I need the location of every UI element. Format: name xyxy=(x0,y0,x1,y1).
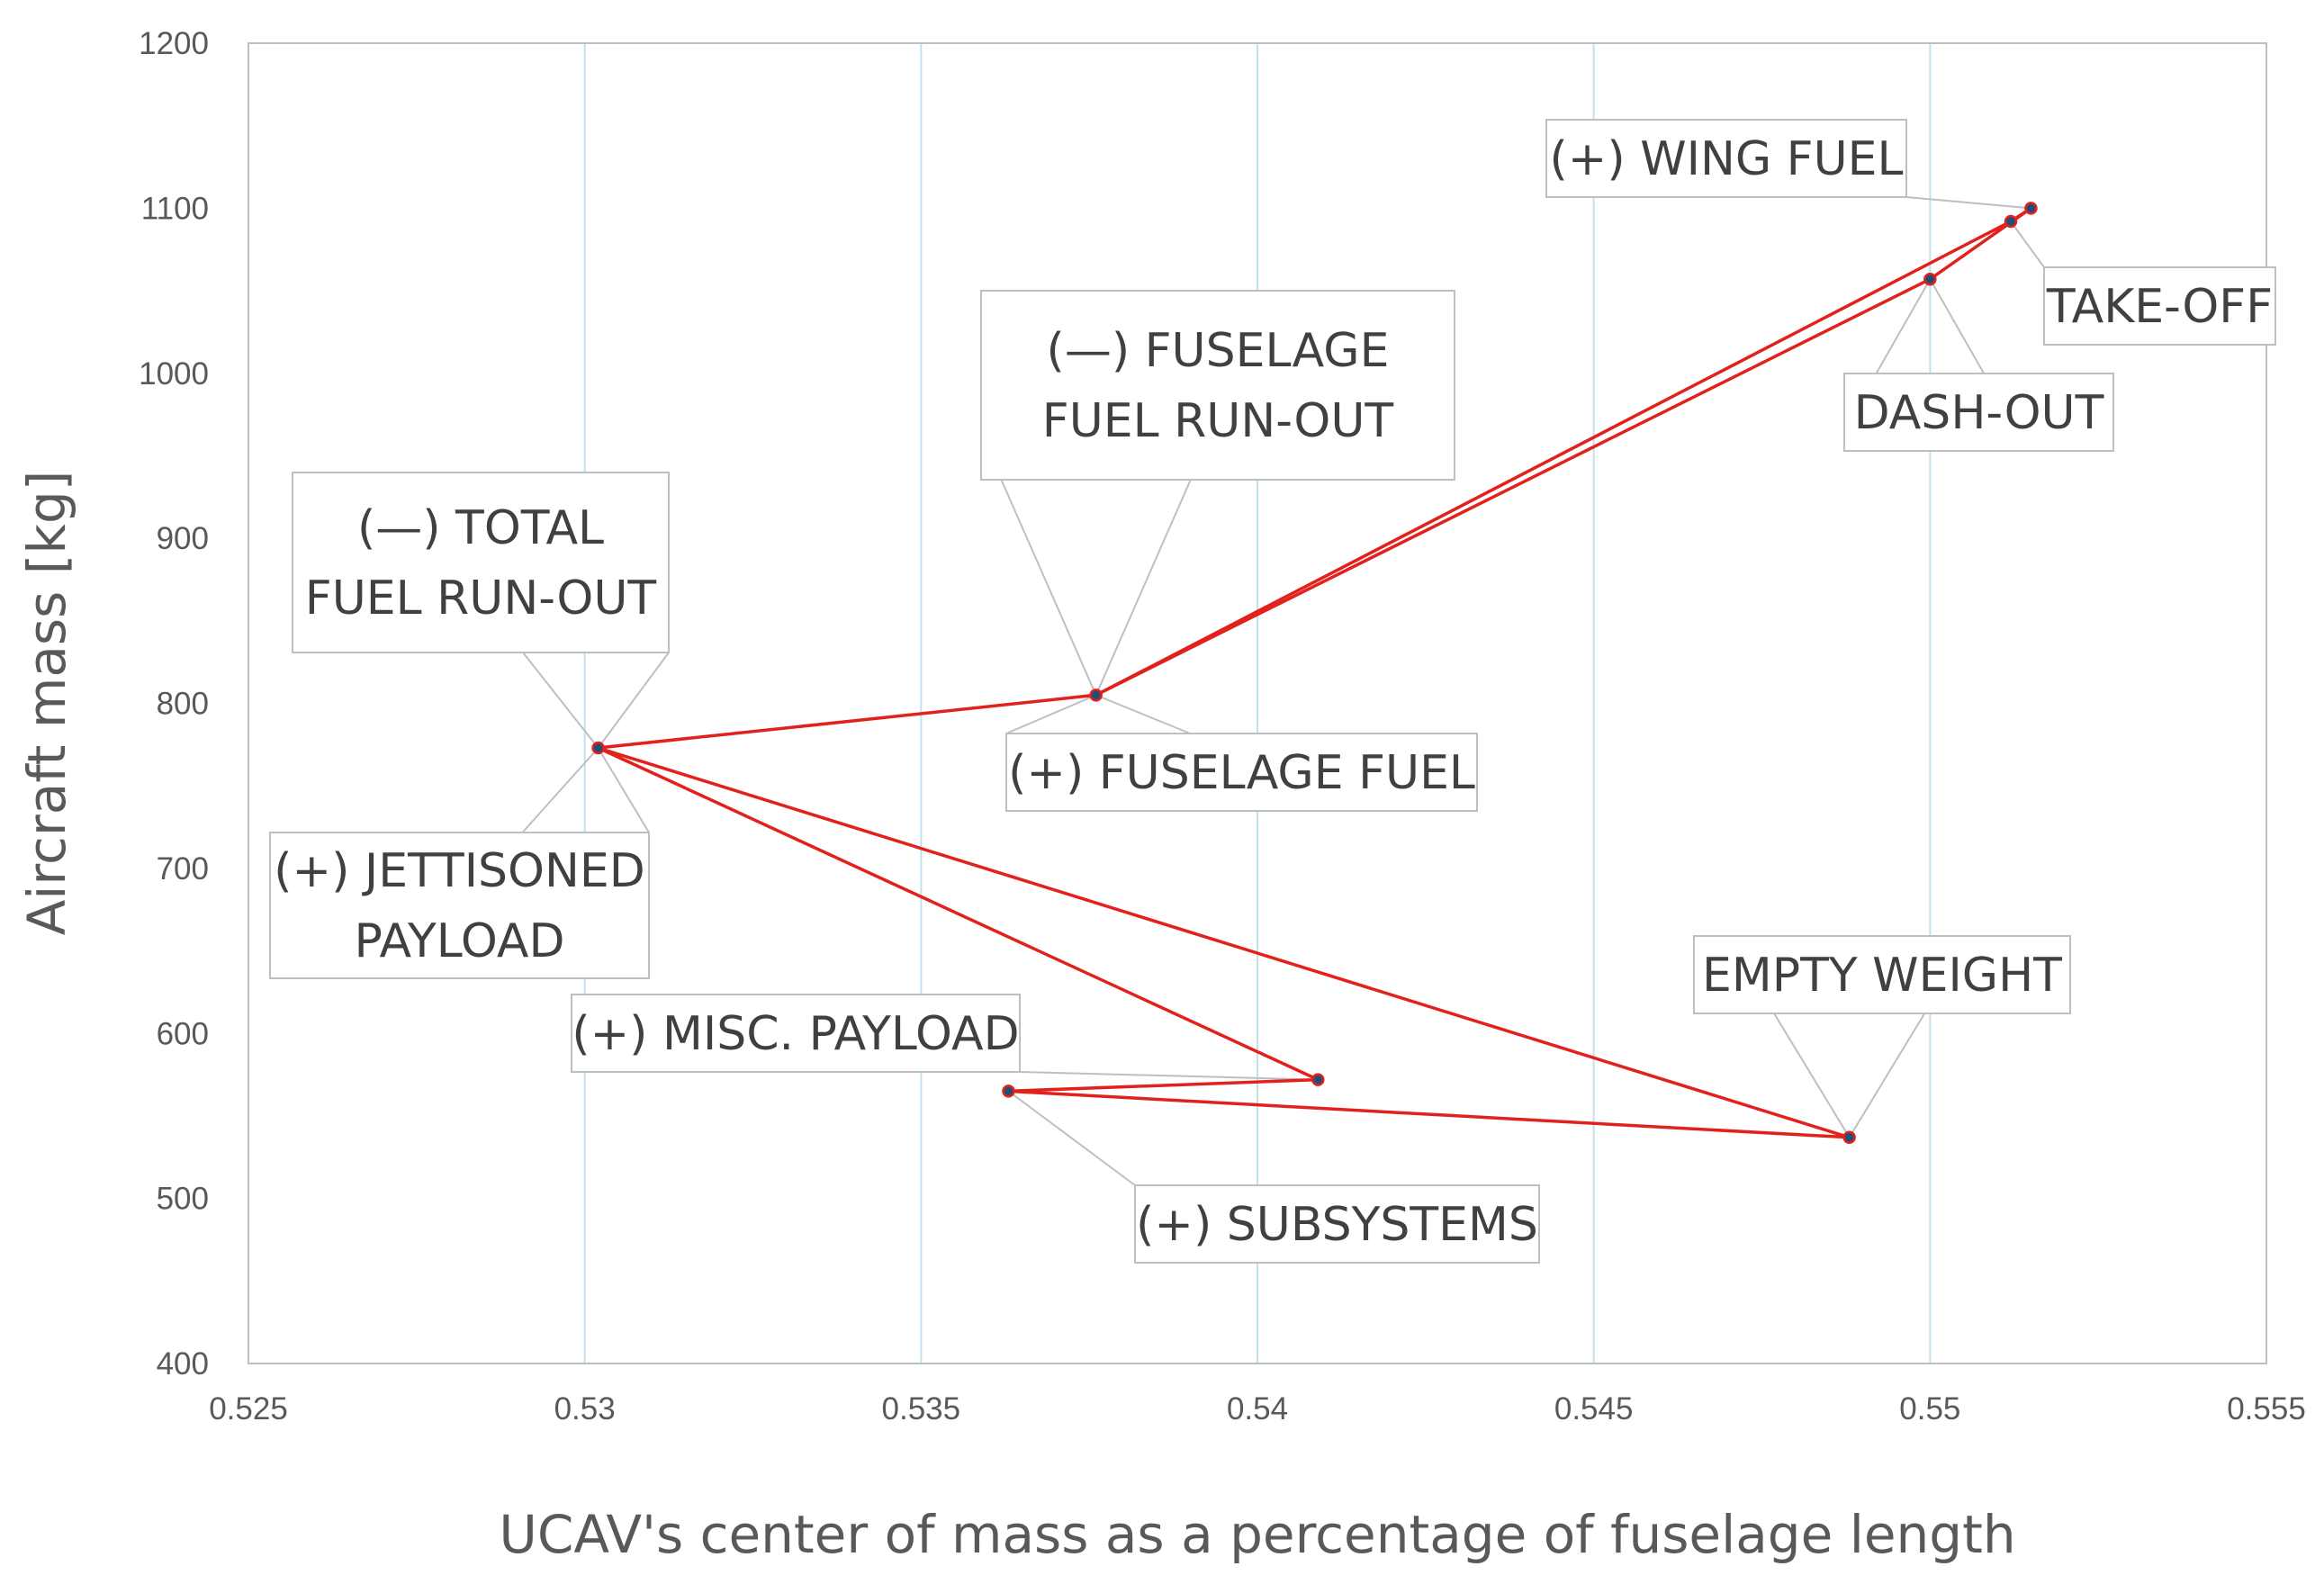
data-label-text: FUEL RUN-OUT xyxy=(1042,394,1394,448)
data-label-box xyxy=(292,472,670,653)
data-label-box xyxy=(1005,733,1478,812)
data-label-box xyxy=(1693,935,2071,1014)
y-tick-label: 1200 xyxy=(139,26,209,61)
y-axis-title: Aircraft mass [kg] xyxy=(16,471,77,936)
data-point xyxy=(2004,214,2018,229)
gridlines xyxy=(248,43,2267,1364)
y-tick-label: 1100 xyxy=(141,191,209,226)
data-label-box xyxy=(1843,373,2114,452)
data-label-text: (+) JETTISONED xyxy=(274,844,645,898)
data-label: (+) SUBSYSTEMS xyxy=(1134,1184,1540,1264)
y-tick-label: 600 xyxy=(157,1016,209,1051)
data-label: (—) TOTAL FUEL RUN-OUT xyxy=(292,472,670,653)
annotation-leader xyxy=(1019,1071,1319,1081)
x-tick-label: 0.55 xyxy=(1899,1391,1960,1426)
data-point xyxy=(1923,272,1937,286)
x-axis-title: UCAV's center of mass as a percentage of… xyxy=(499,1504,2015,1565)
plot-area xyxy=(248,42,2267,1364)
x-tick-label: 0.53 xyxy=(554,1391,616,1426)
data-label: (+) FUSELAGE FUEL xyxy=(1005,733,1478,812)
data-label-box xyxy=(2043,266,2276,346)
data-label-box xyxy=(1134,1184,1540,1264)
data-label: (+) WING FUEL xyxy=(1545,119,1907,198)
data-label: (—) FUSELAGE FUEL RUN-OUT xyxy=(980,290,1455,481)
y-tick-label: 1000 xyxy=(139,356,209,392)
data-label: DASH-OUT xyxy=(1843,373,2114,452)
data-label-text: (+) FUSELAGE FUEL xyxy=(1008,746,1475,800)
data-label: (+) MISC. PAYLOAD xyxy=(571,994,1021,1073)
x-tick-label: 0.545 xyxy=(1554,1391,1634,1426)
x-tick-label: 0.555 xyxy=(2227,1391,2306,1426)
x-tick-label: 0.525 xyxy=(209,1391,288,1426)
data-points xyxy=(591,202,2038,1145)
data-label-text: DASH-OUT xyxy=(1854,386,2104,440)
data-label-text: EMPTY WEIGHT xyxy=(1702,949,2062,1003)
y-tick-label: 400 xyxy=(157,1346,209,1382)
data-point xyxy=(1842,1130,1856,1145)
annotation-leader xyxy=(522,652,670,750)
annotation-leader xyxy=(2010,220,2045,268)
data-point xyxy=(1002,1084,1015,1098)
data-label: (+) JETTISONED PAYLOAD xyxy=(269,832,650,979)
annotation-leader xyxy=(1007,1090,1136,1186)
data-label-text: PAYLOAD xyxy=(354,914,564,968)
data-label-text: (+) MISC. PAYLOAD xyxy=(572,1007,1019,1061)
annotation-leader xyxy=(1905,196,2031,210)
data-label-box xyxy=(269,832,650,979)
data-point xyxy=(2024,202,2038,215)
data-label-text: (+) WING FUEL xyxy=(1550,132,1904,186)
data-label-text: (—) FUSELAGE xyxy=(1047,324,1390,378)
y-tick-label: 900 xyxy=(157,521,209,556)
data-point xyxy=(1089,688,1103,702)
data-label-text: (+) SUBSYSTEMS xyxy=(1136,1198,1538,1252)
data-label: EMPTY WEIGHT xyxy=(1693,935,2071,1014)
data-label-box xyxy=(1545,119,1907,198)
y-tick-label: 700 xyxy=(157,851,209,886)
data-point xyxy=(1311,1073,1325,1086)
data-label-box xyxy=(980,290,1455,481)
y-tick-label: 800 xyxy=(157,687,209,722)
data-label-text: (—) TOTAL xyxy=(357,501,604,555)
data-label: TAKE-OFF xyxy=(2043,266,2276,346)
data-point xyxy=(591,741,605,755)
data-label-text: FUEL RUN-OUT xyxy=(305,572,657,626)
annotations: EMPTY WEIGHT (+) SUBSYSTEMS (+) MISC. PAYL… xyxy=(269,119,2276,1264)
data-label-text: TAKE-OFF xyxy=(2046,280,2273,334)
annotation-leader xyxy=(1773,1012,1926,1139)
annotation-leader xyxy=(521,746,650,833)
data-label-box xyxy=(571,994,1021,1073)
x-tick-label: 0.54 xyxy=(1227,1391,1288,1426)
y-tick-label: 500 xyxy=(157,1182,209,1217)
tick-labels: 0.525 0.53 0.535 0.54 0.545 0.55 0.555 400 500 60… xyxy=(139,26,2306,1426)
x-tick-label: 0.535 xyxy=(882,1391,961,1426)
